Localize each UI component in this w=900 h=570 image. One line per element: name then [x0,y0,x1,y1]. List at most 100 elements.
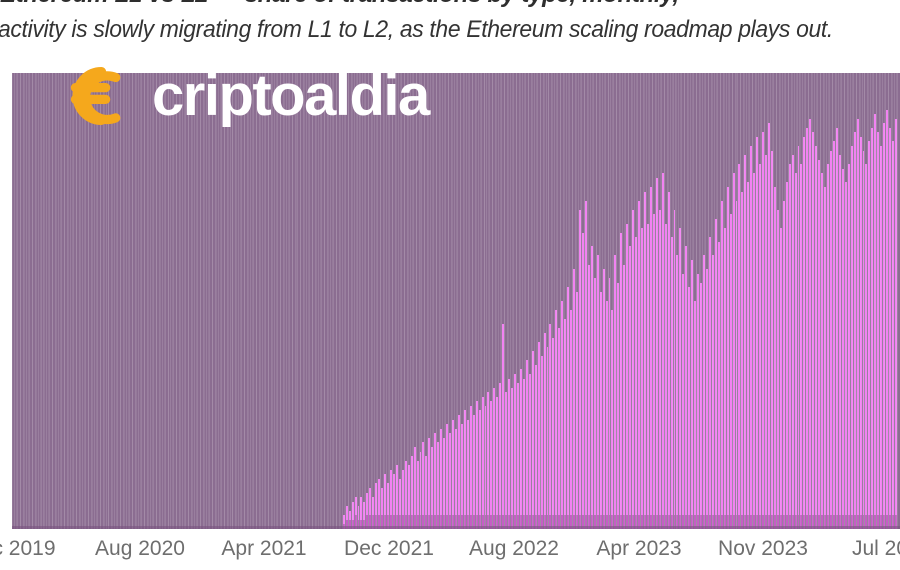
bar-column [348,73,352,529]
bar-segment-l1 [756,73,759,137]
bar-segment-l2 [853,132,856,516]
bar-segment-l2 [428,437,431,516]
bar-segment-other [720,515,723,529]
bar-segment-l1 [209,73,212,529]
bar-column [617,73,621,529]
bar-segment-other [487,515,490,529]
bar-segment-other [838,515,841,529]
bar-column [257,73,261,529]
bar-segment-other [791,515,794,529]
bar-segment-l2 [493,387,496,516]
bar-segment-other [832,515,835,529]
bar-segment-l1 [257,73,260,529]
bar-column [652,73,656,529]
bar-segment-other [673,515,676,529]
bar-column [661,73,665,529]
bar-column [224,73,228,529]
bar-segment-l1 [65,73,68,529]
bar-column [327,73,331,529]
bar-segment-l2 [381,487,384,516]
bar-column [688,73,692,529]
bar-segment-l2 [564,319,567,516]
bar-segment-l2 [812,132,815,516]
bar-column [44,73,48,529]
bar-column [673,73,677,529]
bar-segment-l1 [457,73,460,416]
bar-segment-l1 [422,73,425,443]
bar-segment-other [797,515,800,529]
bar-segment-l1 [614,73,617,256]
bar-segment-l2 [584,200,587,516]
bar-segment-other [469,515,472,529]
bar-segment-other [528,515,531,529]
bar-segment-l1 [121,73,124,529]
bar-segment-l1 [254,73,257,529]
bar-column [821,73,825,529]
bar-segment-l1 [555,73,558,311]
bar-segment-l1 [475,73,478,402]
bar-segment-other [369,515,372,529]
bar-segment-other [579,515,581,529]
bar-column [478,73,482,529]
bar-segment-l2 [413,446,416,516]
bar-segment-other [827,515,830,529]
bar-segment-other [354,515,357,529]
bar-column [750,73,754,529]
bar-segment-l1 [59,73,62,529]
bar-segment-l1 [215,73,218,529]
bar-segment-l1 [233,73,236,529]
bar-segment-l1 [53,73,56,529]
bar-segment-other [821,515,824,529]
bar-segment-l2 [345,506,348,520]
bar-column [581,73,585,529]
bar-column [310,73,314,529]
bar-segment-l2 [463,410,466,516]
bar-segment-l2 [419,451,422,516]
bar-segment-l2 [407,465,410,516]
bar-segment-l2 [883,123,886,516]
bar-segment-l2 [741,191,744,516]
bar-segment-l2 [735,200,738,516]
bar-segment-other [460,515,463,529]
bar-segment-l1 [345,73,348,507]
bar-segment-l2 [847,164,850,516]
bar-segment-l2 [614,255,617,516]
bar-segment-l1 [484,73,487,406]
bar-column [531,73,535,529]
bar-segment-other [410,515,413,529]
bar-segment-other [652,515,655,529]
bar-segment-l1 [688,73,691,288]
bar-segment-other [747,515,750,529]
bar-segment-l1 [446,73,449,425]
bar-column [723,73,727,529]
bar-segment-l2 [390,469,392,516]
bar-segment-l1 [649,73,652,188]
bar-column [806,73,810,529]
bar-column [708,73,712,529]
bar-segment-l1 [655,73,658,178]
bar-column [91,73,95,529]
bar-segment-l1 [372,73,375,498]
bar-segment-other [729,515,732,529]
bar-column [546,73,550,529]
bar-column [280,73,284,529]
bar-segment-l1 [564,73,567,320]
bar-column [186,73,190,529]
bar-segment-l1 [14,73,17,529]
bar-segment-other [466,515,469,529]
bar-segment-other [555,515,558,529]
bar-segment-l2 [850,145,853,516]
bar-segment-l1 [401,73,404,470]
bar-segment-l1 [466,73,469,420]
bar-segment-other [635,515,638,529]
bar-segment-other [626,515,629,529]
bar-segment-other [366,515,369,529]
bar-segment-l2 [605,301,608,516]
bar-segment-other [776,515,779,529]
bar-segment-other [552,515,555,529]
bar-segment-l2 [469,405,472,516]
bar-segment-l1 [519,73,522,370]
bar-segment-l1 [289,73,292,529]
bar-column [481,73,485,529]
bar-segment-other [611,515,614,529]
